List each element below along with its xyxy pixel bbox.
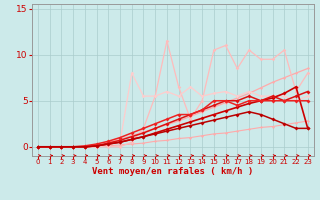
X-axis label: Vent moyen/en rafales ( km/h ): Vent moyen/en rafales ( km/h )	[92, 167, 253, 176]
